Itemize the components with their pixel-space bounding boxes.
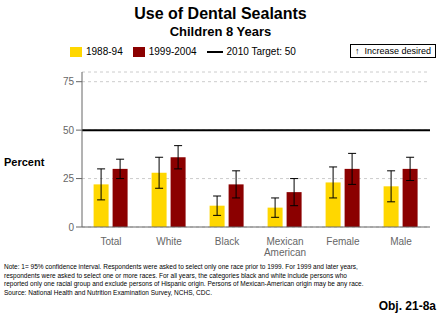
svg-text:0: 0 — [68, 222, 74, 233]
html-text:Use of Dental Sealants: Use of Dental Sealants — [134, 5, 307, 22]
html-text:Note: 1= 95% confidence interv: Note: 1= 95% confidence interval. Respon… — [4, 263, 364, 296]
html-text:2010 Target: 50: 2010 Target: 50 — [226, 46, 296, 57]
svg-text:Female: Female — [326, 236, 360, 247]
html-text:1988-94: 1988-94 — [86, 46, 123, 57]
html-text:Percent: Percent — [4, 155, 45, 168]
svg-text:Black: Black — [215, 236, 240, 247]
svg-text:White: White — [156, 236, 182, 247]
svg-text:75: 75 — [63, 76, 75, 87]
html-text:1999-2004: 1999-2004 — [148, 46, 197, 57]
svg-text:50: 50 — [63, 125, 75, 136]
html-text:Obj. 21-8a: Obj. 21-8a — [378, 299, 436, 313]
svg-text:MexicanAmerican: MexicanAmerican — [264, 236, 306, 258]
svg-text:25: 25 — [63, 173, 75, 184]
svg-text:Male: Male — [390, 236, 412, 247]
svg-text:Total: Total — [100, 236, 121, 247]
html-text:↑ Increase desired: ↑ Increase desired — [355, 46, 431, 56]
html-text:Children 8 Years: Children 8 Years — [169, 24, 272, 39]
